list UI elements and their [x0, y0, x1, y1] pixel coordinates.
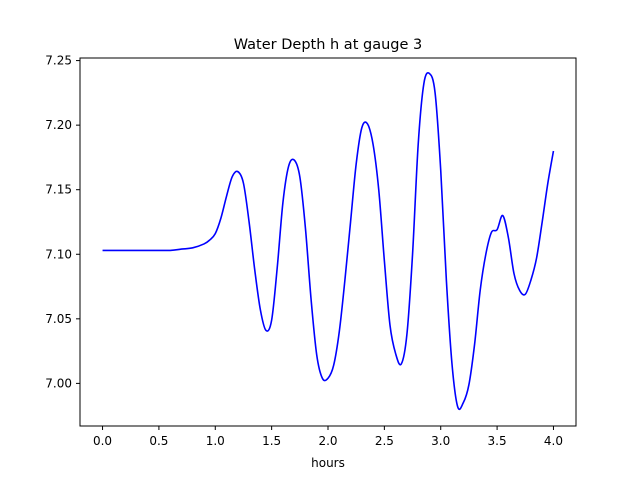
y-tick-label: 7.15	[45, 183, 72, 197]
x-tick-label: 1.5	[262, 434, 281, 448]
x-tick-label: 3.5	[488, 434, 507, 448]
x-tick-label: 1.0	[206, 434, 225, 448]
axes-frame	[79, 57, 577, 427]
y-tick-label: 7.20	[45, 118, 72, 132]
y-tick-label: 7.05	[45, 312, 72, 326]
plot-area: 0.0 0.5 1.0 1.5 2.0 2.5 3.0 3.5 4.0 7.00 7.05 7.10 7…	[45, 54, 577, 448]
y-tick-label: 7.10	[45, 247, 72, 261]
x-tick-label: 2.0	[318, 434, 337, 448]
x-tick-label: 0.0	[93, 434, 112, 448]
x-tick-label: 3.0	[431, 434, 450, 448]
x-tick-label: 4.0	[544, 434, 563, 448]
x-tick-label: 2.5	[375, 434, 394, 448]
y-tick-label: 7.25	[45, 54, 72, 68]
x-tick-label: 0.5	[149, 434, 168, 448]
series-line-0	[102, 72, 555, 411]
y-tick-label: 7.00	[45, 376, 72, 390]
chart-title: Water Depth h at gauge 3	[234, 37, 422, 53]
x-axis-label: hours	[311, 456, 345, 470]
